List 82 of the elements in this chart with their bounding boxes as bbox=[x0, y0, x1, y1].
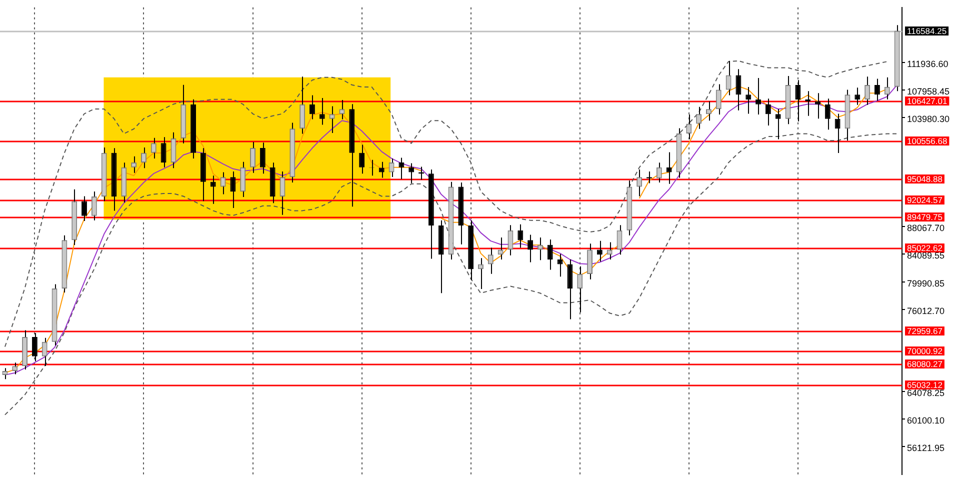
ref-line-label: 106427.01 bbox=[907, 96, 948, 106]
ref-line-label: 95048.88 bbox=[907, 174, 943, 184]
candlestick bbox=[32, 332, 38, 362]
candlestick bbox=[726, 60, 732, 96]
candlestick bbox=[498, 236, 504, 260]
candlestick bbox=[518, 224, 524, 248]
y-tick-label: 111936.60 bbox=[907, 59, 948, 70]
candlestick bbox=[250, 141, 256, 174]
candlestick bbox=[854, 87, 860, 106]
ref-line-label: 72959.67 bbox=[907, 326, 943, 336]
candlestick bbox=[408, 162, 414, 184]
candlestick bbox=[230, 171, 236, 208]
y-tick-label: 64078.25 bbox=[907, 388, 945, 398]
candlestick bbox=[815, 92, 820, 120]
candlestick bbox=[696, 106, 702, 130]
candlestick bbox=[864, 76, 870, 106]
candlestick bbox=[329, 106, 335, 134]
candlestick bbox=[666, 152, 672, 184]
candlestick bbox=[795, 80, 801, 122]
candlestick bbox=[91, 190, 97, 221]
candlestick bbox=[398, 157, 404, 180]
candlestick bbox=[756, 78, 761, 115]
candlestick bbox=[884, 76, 890, 100]
candlestick bbox=[577, 266, 583, 313]
candlestick bbox=[359, 144, 365, 174]
candlestick bbox=[12, 362, 18, 375]
candlestick bbox=[765, 98, 771, 126]
ref-line-label: 70000.92 bbox=[907, 346, 943, 356]
candlestick bbox=[310, 94, 315, 120]
candlestick bbox=[824, 98, 830, 130]
y-tick-label: 103980.30 bbox=[907, 114, 950, 124]
candlestick bbox=[508, 224, 514, 256]
candlestick bbox=[82, 196, 87, 222]
ref-line-label: 92024.57 bbox=[907, 194, 943, 205]
candlestick bbox=[834, 113, 840, 154]
candlestick bbox=[300, 76, 306, 134]
y-tick-label: 107958.45 bbox=[907, 86, 950, 97]
candlestick bbox=[746, 86, 752, 114]
candlestick bbox=[339, 100, 345, 120]
candlestick bbox=[488, 247, 494, 274]
y-tick-label: 76012.70 bbox=[907, 306, 945, 316]
candlestick bbox=[42, 337, 48, 367]
candlestick bbox=[260, 142, 266, 174]
candlestick bbox=[210, 175, 216, 204]
candlestick bbox=[716, 84, 722, 115]
y-tick-label: 56121.95 bbox=[907, 442, 945, 453]
candlestick bbox=[636, 168, 642, 197]
candlestick bbox=[150, 137, 156, 159]
candlestick bbox=[874, 78, 880, 102]
candlestick bbox=[2, 368, 8, 380]
candlestick bbox=[537, 236, 543, 261]
y-tick-label: 84089.55 bbox=[907, 250, 945, 261]
candlestick bbox=[528, 234, 534, 263]
ref-line-label: 85022.62 bbox=[907, 242, 943, 253]
y-tick-label: 88067.70 bbox=[907, 223, 945, 234]
candlestick bbox=[587, 243, 592, 280]
candlestick bbox=[736, 68, 742, 111]
candlestick bbox=[567, 258, 573, 320]
candlestick bbox=[656, 162, 662, 184]
candlestick bbox=[319, 97, 325, 126]
ref-line-label: 116584.25 bbox=[907, 26, 947, 36]
candlestick bbox=[131, 156, 137, 174]
ref-line-label: 100556.68 bbox=[907, 136, 948, 146]
candlestick bbox=[775, 108, 781, 140]
y-tick-label: 79990.85 bbox=[907, 278, 945, 289]
ref-line-label: 65032.12 bbox=[907, 380, 943, 390]
candlestick bbox=[220, 172, 226, 195]
candlestick bbox=[141, 146, 146, 169]
candlestick bbox=[606, 242, 612, 260]
candlestick bbox=[388, 158, 394, 178]
candlestick bbox=[170, 132, 176, 169]
candlestick bbox=[160, 136, 166, 168]
candlestick bbox=[686, 114, 692, 140]
candlestick bbox=[240, 161, 246, 198]
candlestick bbox=[706, 100, 712, 122]
candlestick bbox=[596, 240, 602, 262]
ref-line-label: 68080.27 bbox=[907, 358, 943, 369]
ref-line-label: 89479.75 bbox=[907, 212, 943, 222]
candlestick bbox=[547, 239, 553, 270]
candlestick bbox=[557, 253, 563, 278]
y-tick-label: 60100.10 bbox=[907, 415, 945, 426]
candlestick bbox=[378, 161, 384, 178]
